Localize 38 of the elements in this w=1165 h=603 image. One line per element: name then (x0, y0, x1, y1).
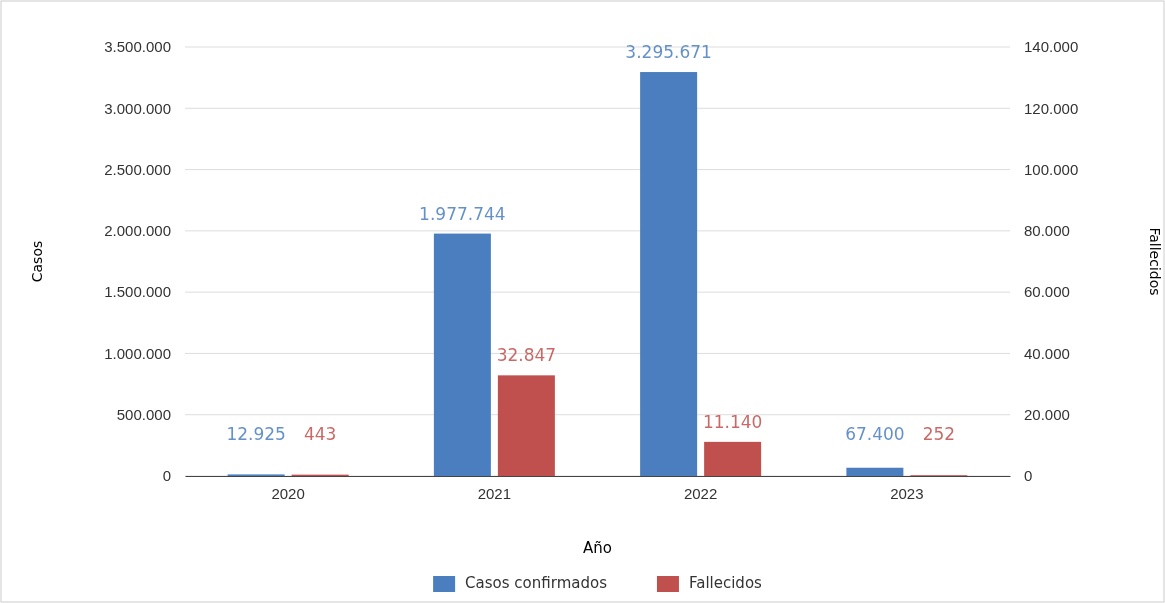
data-label: 443 (303, 424, 337, 444)
y-tick-label: 1.000.000 (104, 344, 171, 362)
bar (640, 72, 698, 476)
y-tick-label: 2.500.000 (104, 160, 171, 178)
x-tick-label: 2020 (271, 484, 305, 502)
y2-tick-label: 140.000 (1024, 38, 1079, 56)
y2-tick-label: 20.000 (1024, 406, 1070, 424)
y-axis-title: Casos (29, 240, 45, 283)
y2-axis-title: Fallecidos (1147, 227, 1163, 296)
bar (433, 233, 491, 476)
y2-tick-label: 100.000 (1024, 160, 1079, 178)
x-tick-label: 2021 (477, 484, 512, 502)
legend-label: Fallecidos (688, 574, 763, 592)
bar (846, 467, 904, 476)
data-label: 11.140 (702, 411, 763, 432)
y-tick-label: 3.000.000 (104, 99, 171, 117)
y2-tick-label: 80.000 (1024, 222, 1070, 240)
data-label: 32.847 (496, 345, 557, 366)
y-tick-label: 500.000 (116, 406, 171, 424)
y2-tick-label: 120.000 (1024, 99, 1079, 117)
x-axis-title: Año (583, 539, 612, 557)
y2-tick-label: 0 (1024, 467, 1033, 485)
bar (497, 375, 555, 476)
y-tick-label: 3.500.000 (104, 38, 171, 56)
data-label: 67.400 (845, 424, 905, 444)
data-label: 12.925 (226, 424, 286, 444)
y-tick-label: 0 (162, 467, 171, 485)
y2-tick-label: 40.000 (1024, 344, 1070, 362)
y-tick-label: 1.500.000 (104, 283, 171, 301)
legend-label: Casos confirmados (465, 574, 608, 592)
bar (704, 441, 762, 476)
data-label: 3.295.671 (625, 42, 712, 63)
x-tick-label: 2022 (683, 484, 718, 502)
data-label: 1.977.744 (419, 203, 506, 224)
data-label: 252 (922, 424, 956, 444)
x-tick-label: 2023 (890, 484, 924, 502)
y-tick-label: 2.000.000 (104, 222, 171, 240)
y2-tick-label: 60.000 (1024, 283, 1070, 301)
